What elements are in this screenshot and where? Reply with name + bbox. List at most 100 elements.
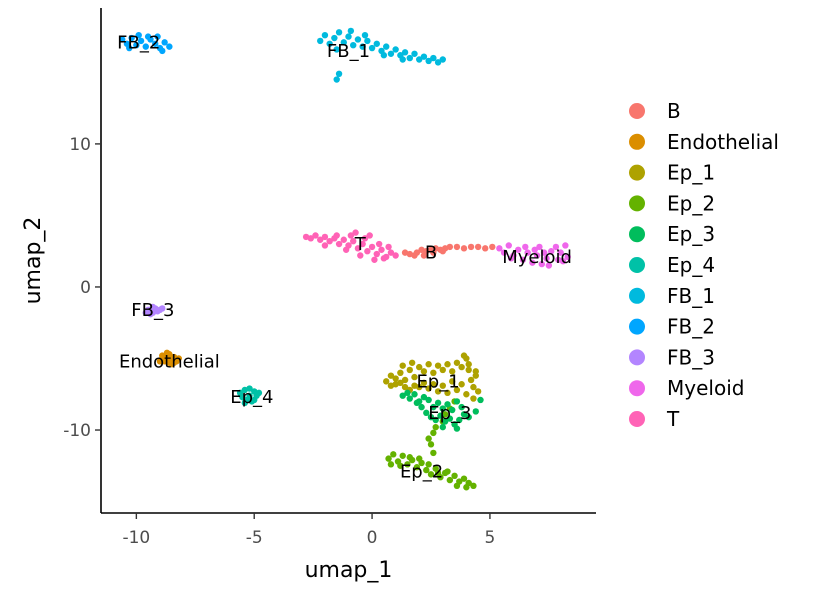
point-t <box>321 233 329 241</box>
point-ep-2 <box>385 455 392 462</box>
y-tick-label: 10 <box>69 135 91 155</box>
point-ep-1 <box>434 388 442 395</box>
point-ep-1 <box>397 379 404 387</box>
point-ep-1 <box>383 378 390 385</box>
point-fb-1 <box>354 36 362 43</box>
point-fb-1 <box>364 37 371 45</box>
point-myeloid <box>545 262 553 269</box>
point-t <box>321 242 329 249</box>
point-ep-1 <box>411 382 418 389</box>
point-ep-3 <box>441 418 449 425</box>
legend-key-ep-2 <box>629 195 645 212</box>
point-ep-3 <box>432 416 439 424</box>
point-ep-2 <box>470 482 477 490</box>
point-t <box>340 236 347 243</box>
point-ep-1 <box>430 369 437 377</box>
point-ep-3 <box>472 408 479 415</box>
point-t <box>347 232 355 239</box>
point-ep-1 <box>406 366 413 374</box>
point-fb-1 <box>361 31 369 39</box>
point-fb-1 <box>335 70 343 78</box>
point-ep-4 <box>251 396 258 404</box>
point-fb-2 <box>154 33 161 40</box>
point-ep-2 <box>434 469 442 477</box>
point-t <box>378 246 385 253</box>
x-ticks-layer: -10 -5 0 5 <box>122 513 495 548</box>
point-endothelial <box>175 355 182 362</box>
x-tick-label: 0 <box>367 528 378 548</box>
point-ep-3 <box>465 413 472 421</box>
point-ep-1 <box>465 366 472 374</box>
point-fb-1 <box>373 40 380 47</box>
point-ep-1 <box>425 385 432 392</box>
legend-key-ep-4 <box>629 257 645 273</box>
cluster-label-fb-1: FB_1 <box>327 41 370 62</box>
point-t <box>352 229 359 236</box>
point-fb-1 <box>401 49 409 56</box>
legend-key-ep-1 <box>629 164 645 181</box>
point-fb-1 <box>347 27 355 35</box>
point-ep-1 <box>420 379 428 387</box>
point-myeloid <box>548 248 555 255</box>
point-fb-1 <box>399 56 406 63</box>
legend-key-ep-3 <box>629 226 645 243</box>
point-myeloid <box>562 242 569 249</box>
point-fb-2 <box>128 34 135 42</box>
point-t <box>371 256 378 263</box>
point-ep-1 <box>408 359 416 366</box>
cluster-label-ep-3: Ep_3 <box>428 403 471 424</box>
point-ep-1 <box>439 366 446 374</box>
cluster-label-ep-2: Ep_2 <box>400 462 443 483</box>
point-t <box>364 248 371 255</box>
point-fb-2 <box>144 33 152 40</box>
point-ep-1 <box>425 361 432 368</box>
point-fb-1 <box>383 43 390 50</box>
point-ep-2 <box>423 466 430 474</box>
point-fb-1 <box>326 40 333 47</box>
point-ep-3 <box>434 399 442 407</box>
point-ep-2 <box>453 482 461 490</box>
point-myeloid <box>552 243 560 251</box>
point-ep-1 <box>453 359 461 366</box>
point-ep-2 <box>451 472 458 480</box>
point-ep-1 <box>470 395 477 402</box>
point-ep-1 <box>472 368 479 375</box>
point-b <box>439 248 446 255</box>
point-ep-1 <box>467 376 475 384</box>
point-ep-3 <box>460 411 468 418</box>
point-fb-1 <box>359 43 366 50</box>
point-fb-1 <box>425 57 432 65</box>
y-tick-label: -10 <box>63 421 91 441</box>
x-tick-label: -5 <box>246 528 263 548</box>
legend-label-fb-3: FB_3 <box>667 345 715 369</box>
point-t <box>368 243 376 251</box>
point-ep-1 <box>430 381 437 388</box>
point-fb-1 <box>380 52 388 59</box>
point-ep-3 <box>420 393 428 401</box>
legend-label-ep-4: Ep_4 <box>667 253 715 277</box>
y-tick-label: 0 <box>80 278 91 298</box>
point-fb-1 <box>411 50 418 57</box>
legend-key-fb-1 <box>629 287 645 304</box>
legend-label-ep-1: Ep_1 <box>667 161 715 185</box>
cluster-label-b: B <box>425 243 437 264</box>
point-t <box>385 243 392 251</box>
cluster-label-ep-1: Ep_1 <box>416 371 459 392</box>
point-ep-2 <box>397 462 404 469</box>
point-fb-1 <box>340 39 347 46</box>
point-b <box>453 243 461 251</box>
point-ep-1 <box>458 363 465 371</box>
point-fb-2 <box>166 43 173 50</box>
point-endothelial <box>159 352 166 359</box>
legend: B Endothelial Ep_1 Ep_2 Ep_3 Ep_4 FB_1 FB_2 FB_3… <box>629 99 779 431</box>
point-ep-3 <box>453 425 461 432</box>
point-t <box>387 249 395 256</box>
point-b <box>401 249 409 256</box>
point-ep-3 <box>406 395 413 402</box>
point-ep-3 <box>430 403 437 411</box>
point-t <box>375 240 383 248</box>
point-fb-1 <box>420 53 428 60</box>
point-ep-2 <box>416 455 423 462</box>
point-ep-3 <box>444 401 451 408</box>
point-fb-1 <box>439 56 446 63</box>
